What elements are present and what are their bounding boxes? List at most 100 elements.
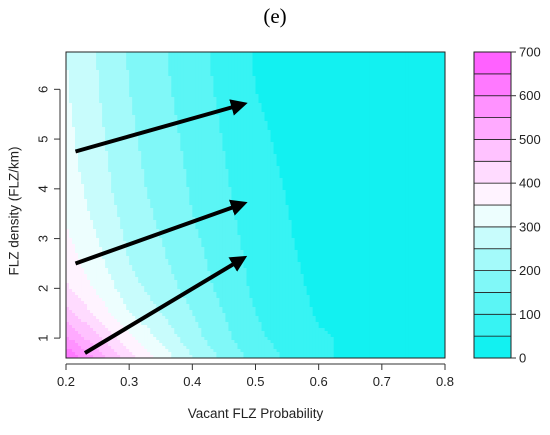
contour-cell — [180, 85, 184, 89]
contour-cell — [69, 118, 73, 122]
contour-cell — [189, 76, 193, 80]
contour-cell — [309, 100, 314, 104]
contour-cell — [282, 91, 287, 95]
contour-cell — [144, 85, 148, 89]
contour-cell — [198, 61, 202, 65]
contour-cell — [249, 61, 254, 65]
contour-cell — [204, 88, 208, 92]
contour-cell — [99, 64, 103, 68]
contour-cell — [264, 82, 269, 86]
contour-cell — [96, 103, 100, 107]
contour-cell — [183, 58, 187, 62]
contour-cell — [360, 97, 365, 101]
contour-cell — [387, 118, 392, 122]
contour-cell — [387, 73, 392, 77]
contour-cell — [342, 115, 347, 119]
contour-cell — [252, 85, 257, 89]
contour-cell — [291, 79, 296, 83]
contour-cell — [102, 100, 106, 104]
contour-cell — [246, 55, 251, 59]
contour-cell — [222, 61, 227, 65]
contour-cell — [102, 121, 106, 125]
contour-cell — [261, 115, 266, 119]
contour-cell — [375, 70, 380, 74]
contour-cell — [174, 118, 178, 122]
contour-cell — [225, 100, 230, 104]
contour-cell — [336, 52, 341, 56]
contour-cell — [381, 70, 386, 74]
contour-cell — [69, 73, 73, 77]
contour-cell — [72, 52, 76, 56]
contour-cell — [387, 85, 392, 89]
contour-cell — [141, 52, 145, 56]
contour-cell — [396, 100, 401, 104]
contour-cell — [93, 118, 97, 122]
contour-cell — [210, 97, 214, 101]
contour-cell — [102, 79, 106, 83]
contour-cell — [282, 94, 287, 98]
contour-cell — [282, 52, 287, 56]
contour-cell — [264, 73, 269, 77]
contour-cell — [405, 112, 410, 116]
contour-cell — [141, 82, 145, 86]
contour-cell — [297, 52, 302, 56]
contour-cell — [261, 70, 266, 74]
contour-cell — [246, 109, 251, 113]
contour-cell — [432, 115, 437, 119]
contour-cell — [375, 73, 380, 77]
contour-cell — [288, 73, 293, 77]
contour-cell — [84, 76, 88, 80]
contour-cell — [423, 79, 428, 83]
contour-cell — [384, 103, 389, 107]
contour-cell — [213, 82, 217, 86]
contour-cell — [351, 115, 356, 119]
contour-cell — [78, 109, 82, 113]
contour-cell — [270, 103, 275, 107]
contour-cell — [93, 67, 97, 71]
contour-cell — [114, 97, 118, 101]
contour-cell — [66, 109, 70, 113]
contour-cell — [441, 112, 445, 116]
contour-cell — [144, 76, 148, 80]
contour-cell — [210, 109, 214, 113]
contour-cell — [231, 91, 236, 95]
contour-cell — [372, 82, 377, 86]
contour-cell — [393, 70, 398, 74]
contour-cell — [201, 58, 205, 62]
contour-cell — [306, 106, 311, 110]
contour-cell — [195, 85, 199, 89]
contour-cell — [198, 91, 202, 95]
contour-cell — [192, 103, 196, 107]
contour-cell — [243, 58, 248, 62]
contour-cell — [114, 118, 118, 122]
contour-cell — [234, 64, 239, 68]
contour-cell — [309, 55, 314, 59]
contour-cell — [186, 64, 190, 68]
contour-cell — [225, 73, 230, 77]
contour-cell — [81, 121, 85, 125]
contour-cell — [360, 61, 365, 65]
contour-cell — [426, 103, 431, 107]
contour-cell — [306, 97, 311, 101]
contour-cell — [168, 106, 172, 110]
contour-cell — [90, 64, 94, 68]
contour-cell — [363, 100, 368, 104]
contour-cell — [93, 103, 97, 107]
contour-cell — [339, 88, 344, 92]
contour-cell — [108, 85, 112, 89]
contour-cell — [348, 115, 353, 119]
contour-cell — [258, 100, 263, 104]
contour-cell — [378, 76, 383, 80]
contour-cell — [78, 55, 82, 59]
contour-cell — [441, 55, 445, 59]
contour-cell — [243, 52, 248, 56]
contour-cell — [342, 67, 347, 71]
contour-cell — [141, 97, 145, 101]
contour-cell — [237, 55, 242, 59]
contour-cell — [357, 94, 362, 98]
contour-cell — [339, 73, 344, 77]
contour-cell — [438, 67, 443, 71]
contour-cell — [423, 115, 428, 119]
contour-cell — [72, 88, 76, 92]
contour-cell — [111, 106, 115, 110]
